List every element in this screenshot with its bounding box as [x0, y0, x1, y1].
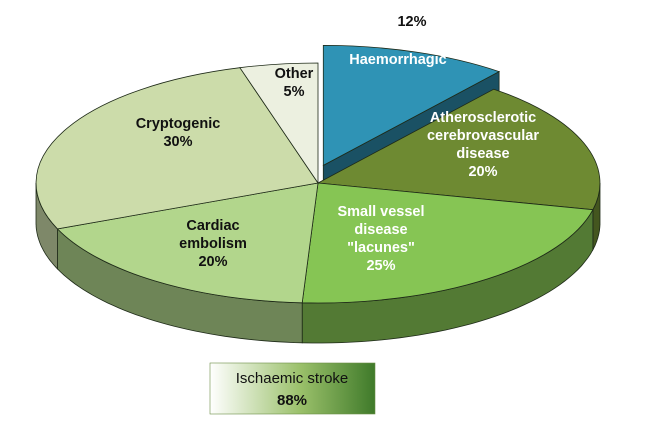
pie-top-faces	[35, 44, 601, 304]
slice-value-0: 12%	[397, 14, 426, 30]
pie-slice-4	[35, 67, 319, 230]
slice-label-1-line-1: cerebrovascular	[427, 128, 539, 144]
group-label-box: Ischaemic stroke 88%	[209, 362, 376, 415]
slice-label-4-line-0: Cryptogenic	[136, 116, 221, 132]
slice-label-5-line-0: Other	[275, 66, 314, 82]
slice-label-1-line-0: Atherosclerotic	[430, 110, 536, 126]
slice-value-3: 20%	[198, 254, 227, 270]
slice-value-1: 20%	[468, 164, 497, 180]
group-label-title: Ischaemic stroke	[236, 370, 349, 387]
slice-value-5: 5%	[284, 84, 305, 100]
slice-value-4: 30%	[163, 134, 192, 150]
slice-label-1-line-2: disease	[456, 146, 509, 162]
slice-label-3-line-0: Cardiac	[186, 218, 239, 234]
pie-slice-5	[239, 62, 319, 185]
slice-value-2: 25%	[366, 258, 395, 274]
slice-label-0-line-0: Haemorrhagic	[349, 52, 447, 68]
slice-label-2-line-2: "lacunes"	[347, 240, 415, 256]
slice-label-3-line-1: embolism	[179, 236, 247, 252]
group-label-value: 88%	[277, 392, 307, 409]
pie-slice-3	[56, 182, 319, 304]
pie-labels: Haemorrhagic 12% Atherosclerotic cerebrovas…	[136, 14, 540, 274]
pie-slice-0	[322, 44, 501, 167]
slice-label-2-line-0: Small vessel	[337, 204, 424, 220]
pie-slice-1	[316, 88, 601, 211]
pie-slice-2	[301, 182, 594, 304]
slice-label-2-line-1: disease	[354, 222, 407, 238]
